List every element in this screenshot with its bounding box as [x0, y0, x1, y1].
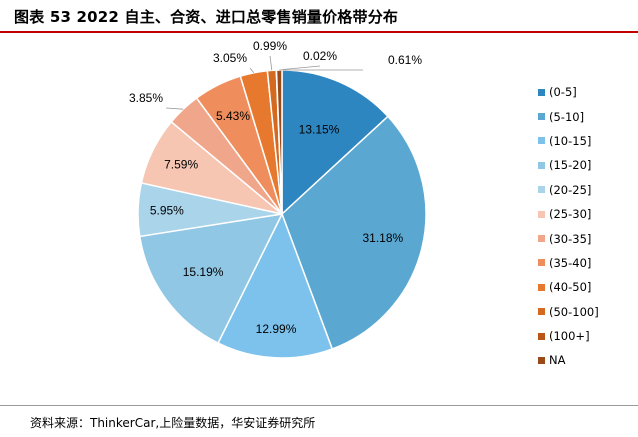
pie-slice-2 [217, 212, 334, 359]
legend-label-3: (15-20] [549, 158, 592, 173]
legend-item-8: (40-50] [538, 275, 599, 299]
slice-label-4: 5.95% [150, 203, 184, 217]
leader-line-9 [269, 55, 273, 71]
legend-item-9: (50-100] [538, 300, 599, 324]
legend-item-6: (30-35] [538, 226, 599, 250]
pie-chart: 13.15% 31.18% 12.99% 15.19% 5.95% 7.59% 3.85% 5… [129, 39, 427, 359]
legend-item-7: (35-40] [538, 251, 599, 275]
legend-label-10: (100+] [549, 329, 590, 344]
legend-label-6: (30-35] [549, 231, 592, 246]
legend-item-10: (100+] [538, 324, 599, 348]
legend-item-5: (25-30] [538, 202, 599, 226]
chart-title: 图表 53 2022 自主、合资、进口总零售销量价格带分布 [14, 8, 399, 26]
legend-swatch-9 [538, 308, 545, 316]
legend-swatch-2 [538, 137, 545, 145]
footer: 资料来源：ThinkerCar,上险量数据，华安证券研究所 [0, 405, 638, 437]
legend-swatch-6 [538, 235, 545, 243]
slice-label-1: 31.18% [362, 231, 403, 245]
legend-item-0: (0-5] [538, 80, 599, 104]
legend-label-8: (40-50] [549, 280, 592, 295]
legend-label-0: (0-5] [549, 85, 577, 100]
pie-slice-3 [138, 213, 284, 345]
legend-label-9: (50-100] [549, 304, 599, 319]
leader-line-6 [165, 107, 184, 110]
legend-label-7: (35-40] [549, 255, 592, 270]
legend-swatch-0 [538, 88, 545, 96]
legend-swatch-3 [538, 161, 545, 169]
legend-label-4: (20-25] [549, 182, 592, 197]
legend-label-11: NA [549, 353, 566, 368]
legend-item-2: (10-15] [538, 129, 599, 153]
slice-label-8: 3.05% [213, 51, 247, 65]
legend-item-1: (5-10] [538, 104, 599, 128]
slice-label-7: 5.43% [216, 109, 250, 123]
legend-swatch-4 [538, 186, 545, 194]
pie-slice-1 [281, 115, 427, 350]
slice-label-3: 15.19% [183, 265, 224, 279]
legend-label-5: (25-30] [549, 207, 592, 222]
leader-line-10 [276, 65, 321, 71]
slice-label-0: 13.15% [299, 123, 340, 137]
legend-item-4: (20-25] [538, 178, 599, 202]
slice-label-6: 3.85% [129, 91, 163, 105]
slice-label-5: 7.59% [164, 158, 198, 172]
leader-line-8 [249, 67, 255, 74]
legend-swatch-7 [538, 259, 545, 267]
title-bar: 图表 53 2022 自主、合资、进口总零售销量价格带分布 [0, 0, 638, 33]
slice-label-10: 0.02% [303, 49, 337, 63]
legend-swatch-11 [538, 356, 545, 364]
legend-swatch-5 [538, 210, 545, 218]
slice-label-2: 12.99% [256, 322, 297, 336]
slice-label-11: 0.61% [388, 53, 422, 67]
legend-swatch-10 [538, 332, 545, 340]
legend-swatch-1 [538, 113, 545, 121]
source-note: 资料来源：ThinkerCar,上险量数据，华安证券研究所 [30, 416, 316, 430]
legend-swatch-8 [538, 283, 545, 291]
legend-label-2: (10-15] [549, 133, 592, 148]
legend: (0-5] (5-10] (10-15] (15-20] (20-25] (25-30] (… [538, 80, 599, 373]
legend-item-11: NA [538, 348, 599, 372]
slice-label-9: 0.99% [253, 39, 287, 53]
legend-item-3: (15-20] [538, 153, 599, 177]
legend-label-1: (5-10] [549, 109, 585, 124]
